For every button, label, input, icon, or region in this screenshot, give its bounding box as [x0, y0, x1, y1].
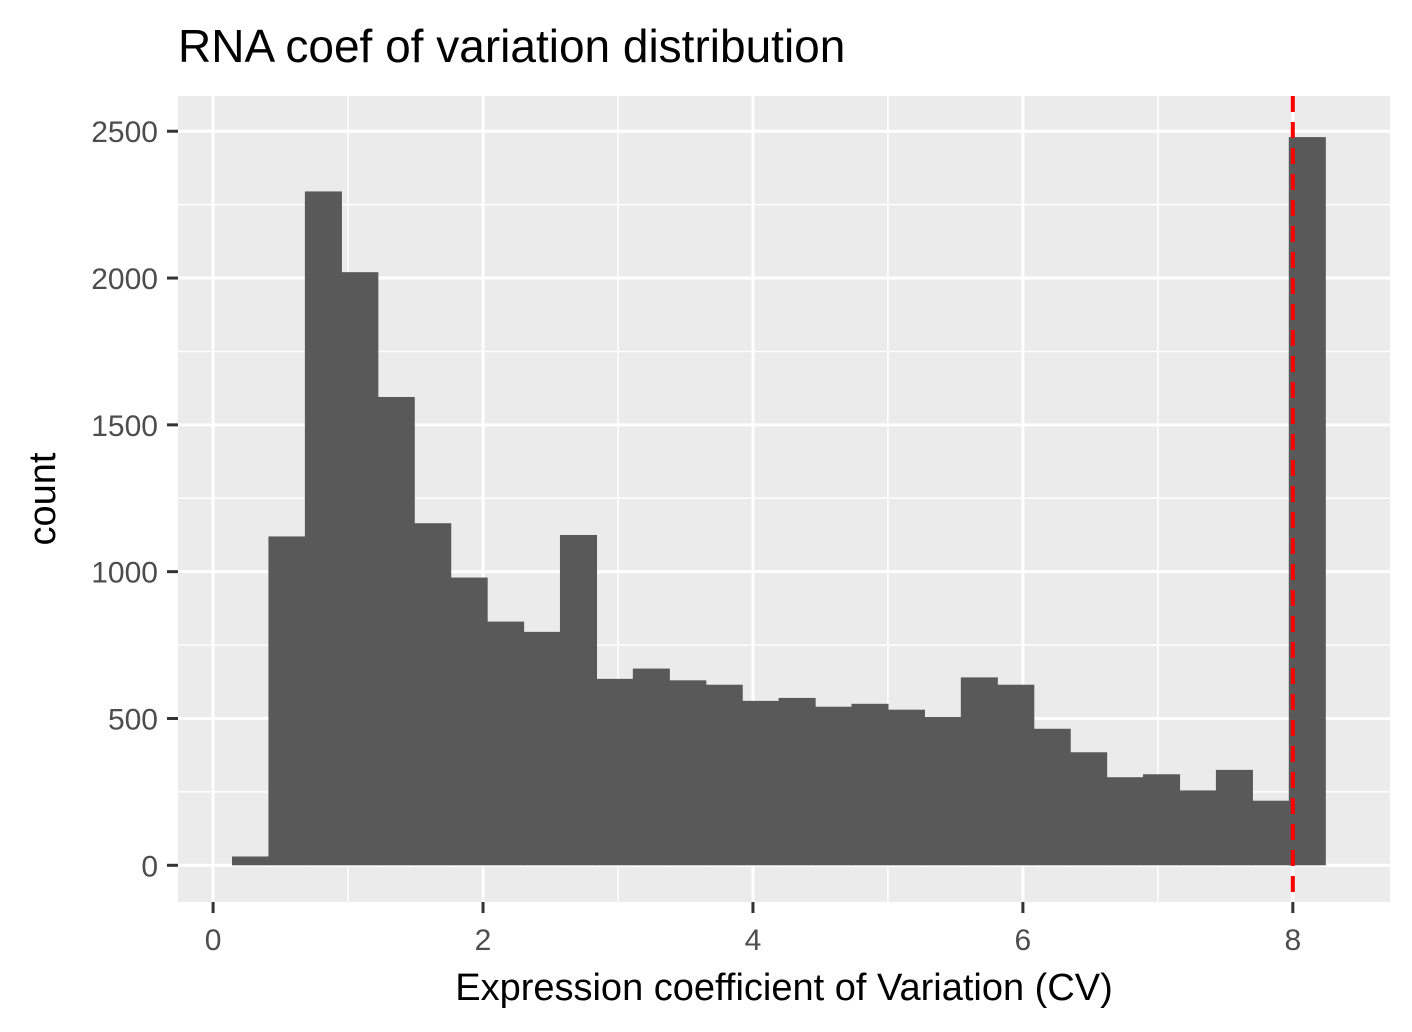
- histogram-bar: [778, 697, 816, 866]
- x-tick-label: 2: [475, 924, 492, 957]
- y-axis: 0 500 1000 1500 2000 2500: [91, 116, 178, 883]
- histogram-bar: [632, 668, 670, 866]
- histogram-bar: [1252, 800, 1290, 866]
- histogram-bar: [742, 700, 780, 866]
- histogram-bar: [1033, 728, 1071, 866]
- x-tick-label: 4: [745, 924, 762, 957]
- histogram-bar: [487, 621, 525, 866]
- histogram-bar: [887, 709, 925, 866]
- histogram-bar: [341, 272, 379, 866]
- histogram-bar: [231, 856, 270, 866]
- x-tick-label: 8: [1284, 924, 1301, 957]
- histogram-bar: [705, 684, 743, 866]
- y-tick-label: 1000: [91, 557, 158, 590]
- histogram-bar: [669, 680, 707, 866]
- y-axis-title: count: [22, 452, 64, 545]
- histogram-bar: [304, 191, 342, 866]
- histogram-bar: [1288, 137, 1326, 866]
- histogram-bar: [1143, 774, 1181, 866]
- histogram-bar: [815, 706, 853, 866]
- histogram-bar: [377, 396, 415, 866]
- histogram-bar: [1106, 777, 1144, 866]
- histogram-bar: [960, 677, 998, 866]
- histogram-bar: [1215, 769, 1253, 866]
- histogram-bar: [596, 678, 634, 866]
- y-tick-label: 1500: [91, 410, 158, 443]
- y-tick-label: 2500: [91, 116, 158, 149]
- y-tick-label: 500: [108, 703, 158, 736]
- histogram-bar: [1179, 790, 1217, 866]
- minor-gridlines: [178, 96, 1390, 902]
- histogram-bar: [924, 717, 962, 866]
- histogram-bar: [851, 703, 889, 866]
- histogram-bars: [231, 137, 1326, 866]
- chart-title: RNA coef of variation distribution: [178, 20, 845, 72]
- x-tick-label: 0: [205, 924, 222, 957]
- histogram-bar: [450, 577, 488, 866]
- histogram-bar: [268, 536, 306, 866]
- histogram-bar: [1070, 752, 1108, 866]
- x-axis-title: Expression coefficient of Variation (CV): [455, 967, 1113, 1009]
- histogram-bar: [997, 684, 1035, 866]
- y-tick-label: 0: [141, 850, 158, 883]
- x-tick-label: 6: [1015, 924, 1032, 957]
- histogram-bar: [559, 534, 597, 866]
- histogram-bar: [523, 631, 561, 866]
- histogram-bar: [414, 523, 452, 866]
- y-tick-label: 2000: [91, 263, 158, 296]
- x-axis: 0 2 4 6 8: [205, 902, 1301, 957]
